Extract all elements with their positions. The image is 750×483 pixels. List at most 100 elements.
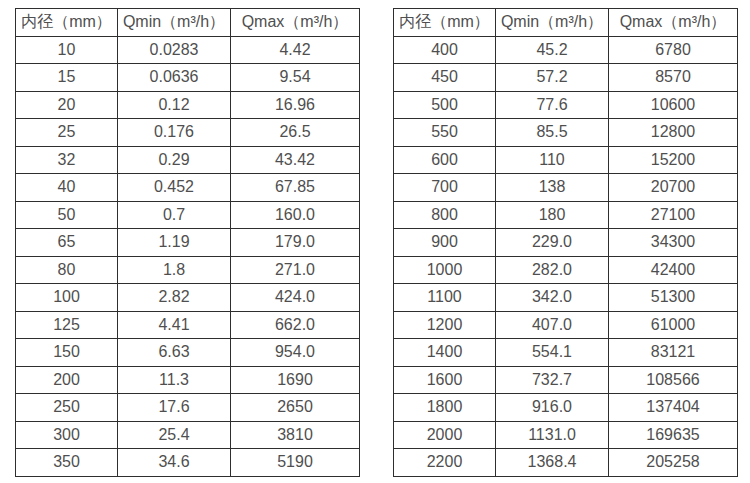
table-row: 1254.41662.0 (16, 311, 360, 339)
table-cell: 350 (16, 449, 118, 477)
table-cell: 10600 (609, 91, 738, 119)
table-cell: 500 (394, 91, 496, 119)
table-cell: 17.6 (118, 394, 231, 422)
table-cell: 43.42 (231, 146, 360, 174)
table-cell: 42400 (609, 256, 738, 284)
flow-range-spec-page: 内径（mm）Qmin（m³/h）Qmax（m³/h）100.02834.4215… (0, 0, 750, 477)
table-cell: 11.3 (118, 366, 231, 394)
table-cell: 271.0 (231, 256, 360, 284)
table-cell: 1200 (394, 311, 496, 339)
table-cell: 4.41 (118, 311, 231, 339)
table-row: 320.2943.42 (16, 146, 360, 174)
table-cell: 0.176 (118, 119, 231, 147)
table-cell: 32 (16, 146, 118, 174)
table-row: 35034.65190 (16, 449, 360, 477)
table-cell: 27100 (609, 201, 738, 229)
table-cell: 25 (16, 119, 118, 147)
table-cell: 407.0 (496, 311, 609, 339)
column-header: Qmin（m³/h） (118, 9, 231, 37)
table-cell: 65 (16, 229, 118, 257)
table-cell: 40 (16, 174, 118, 202)
table-row: 651.19179.0 (16, 229, 360, 257)
table-cell: 34.6 (118, 449, 231, 477)
table-cell: 80 (16, 256, 118, 284)
table-row: 30025.43810 (16, 421, 360, 449)
table-row: 80018027100 (394, 201, 738, 229)
table-row: 250.17626.5 (16, 119, 360, 147)
table-cell: 9.54 (231, 64, 360, 92)
table-cell: 0.7 (118, 201, 231, 229)
table-cell: 110 (496, 146, 609, 174)
table-row: 200.1216.96 (16, 91, 360, 119)
table-cell: 137404 (609, 394, 738, 422)
table-cell: 400 (394, 36, 496, 64)
table-cell: 2000 (394, 421, 496, 449)
table-cell: 12800 (609, 119, 738, 147)
table-cell: 20700 (609, 174, 738, 202)
table-cell: 67.85 (231, 174, 360, 202)
table-cell: 229.0 (496, 229, 609, 257)
column-header: 内径（mm） (394, 9, 496, 37)
table-row: 1100342.051300 (394, 284, 738, 312)
table-cell: 15 (16, 64, 118, 92)
header-row: 内径（mm）Qmin（m³/h）Qmax（m³/h） (16, 9, 360, 37)
table-row: 100.02834.42 (16, 36, 360, 64)
table-cell: 51300 (609, 284, 738, 312)
table-cell: 85.5 (496, 119, 609, 147)
table-cell: 10 (16, 36, 118, 64)
table-cell: 732.7 (496, 366, 609, 394)
table-cell: 179.0 (231, 229, 360, 257)
table-cell: 15200 (609, 146, 738, 174)
table-row: 1002.82424.0 (16, 284, 360, 312)
table-cell: 954.0 (231, 339, 360, 367)
table-cell: 100 (16, 284, 118, 312)
table-cell: 8570 (609, 64, 738, 92)
table-row: 70013820700 (394, 174, 738, 202)
table-row: 1000282.042400 (394, 256, 738, 284)
table-row: 45057.28570 (394, 64, 738, 92)
table-cell: 1131.0 (496, 421, 609, 449)
table-cell: 1690 (231, 366, 360, 394)
table-row: 1200407.061000 (394, 311, 738, 339)
column-header: Qmax（m³/h） (609, 9, 738, 37)
table-cell: 1600 (394, 366, 496, 394)
column-header: 内径（mm） (16, 9, 118, 37)
table-row: 1800916.0137404 (394, 394, 738, 422)
header-row: 内径（mm）Qmin（m³/h）Qmax（m³/h） (394, 9, 738, 37)
table-cell: 5190 (231, 449, 360, 477)
table-cell: 1.19 (118, 229, 231, 257)
table-cell: 125 (16, 311, 118, 339)
table-cell: 160.0 (231, 201, 360, 229)
table-cell: 45.2 (496, 36, 609, 64)
table-cell: 550 (394, 119, 496, 147)
table-cell: 1800 (394, 394, 496, 422)
table-cell: 2650 (231, 394, 360, 422)
table-cell: 2.82 (118, 284, 231, 312)
table-row: 900229.034300 (394, 229, 738, 257)
table-row: 60011015200 (394, 146, 738, 174)
table-cell: 1400 (394, 339, 496, 367)
table-cell: 16.96 (231, 91, 360, 119)
flow-table-small-diameters: 内径（mm）Qmin（m³/h）Qmax（m³/h）100.02834.4215… (15, 8, 360, 477)
table-cell: 0.29 (118, 146, 231, 174)
table-cell: 34300 (609, 229, 738, 257)
table-row: 1506.63954.0 (16, 339, 360, 367)
table-cell: 0.12 (118, 91, 231, 119)
table-cell: 50 (16, 201, 118, 229)
table-row: 20011.31690 (16, 366, 360, 394)
table-cell: 26.5 (231, 119, 360, 147)
table-row: 500.7160.0 (16, 201, 360, 229)
table-cell: 150 (16, 339, 118, 367)
table-cell: 1.8 (118, 256, 231, 284)
table-row: 1400554.183121 (394, 339, 738, 367)
table-cell: 200 (16, 366, 118, 394)
table-cell: 83121 (609, 339, 738, 367)
table-row: 40045.26780 (394, 36, 738, 64)
table-cell: 57.2 (496, 64, 609, 92)
table-cell: 662.0 (231, 311, 360, 339)
table-cell: 138 (496, 174, 609, 202)
table-cell: 25.4 (118, 421, 231, 449)
table-cell: 0.452 (118, 174, 231, 202)
table-cell: 205258 (609, 449, 738, 477)
table-cell: 600 (394, 146, 496, 174)
